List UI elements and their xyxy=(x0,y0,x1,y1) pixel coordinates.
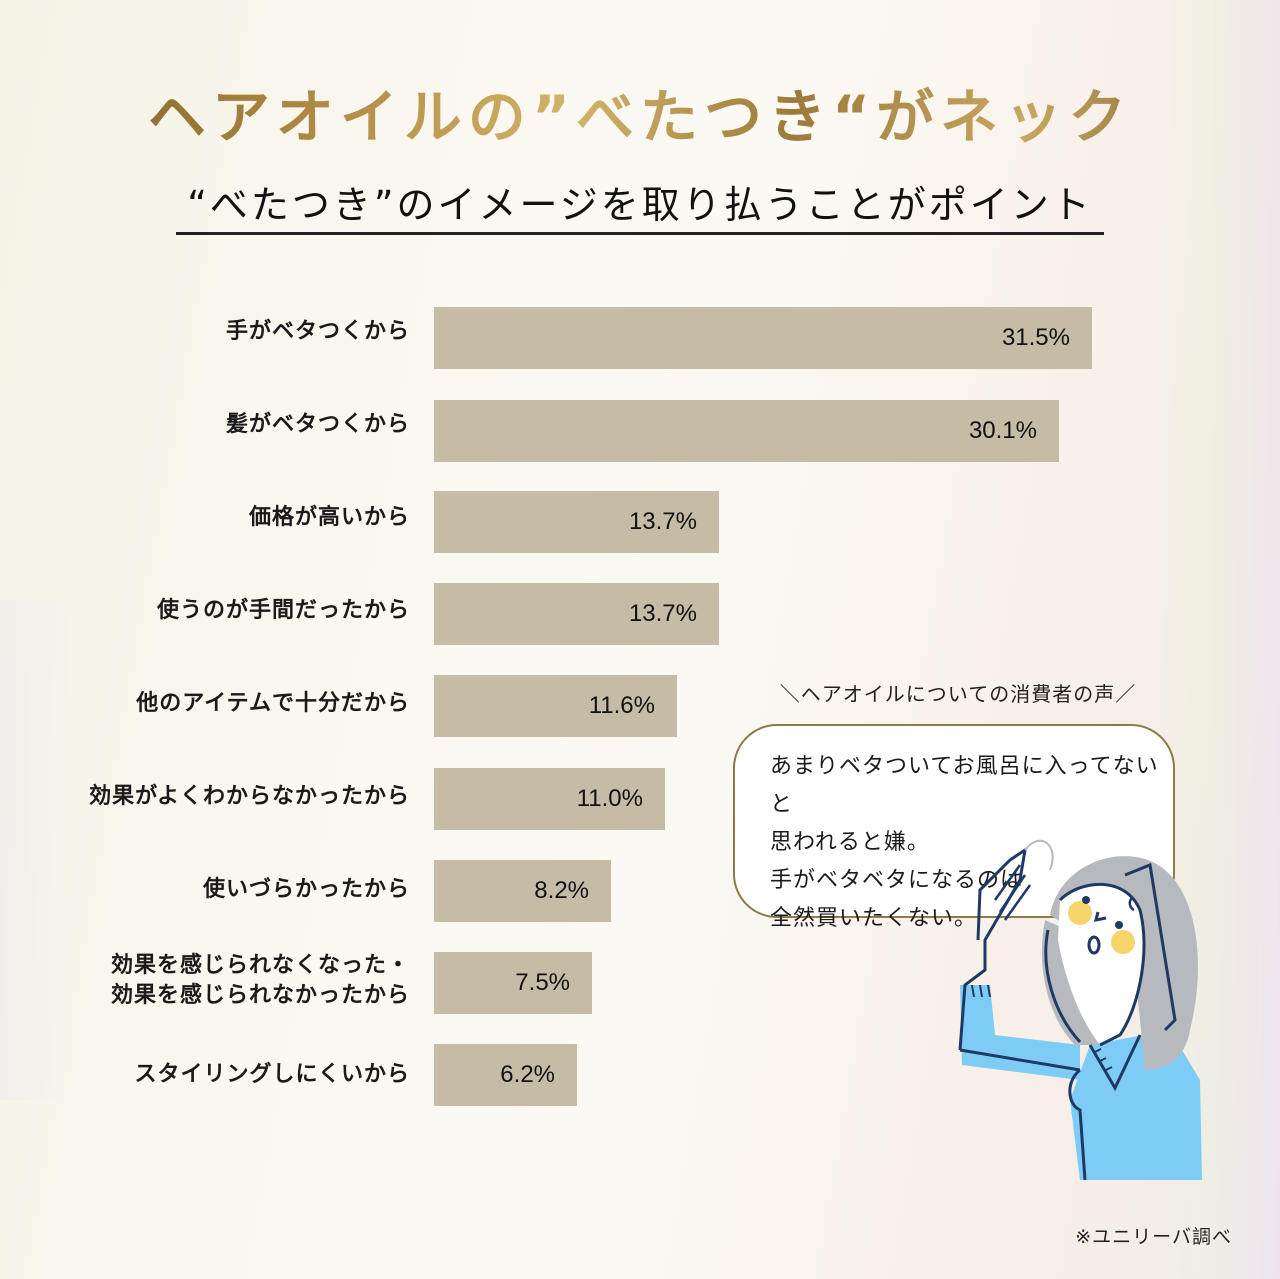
bar-label: 手がベタつくから xyxy=(50,317,410,347)
bar-label: 価格が高いから xyxy=(50,503,410,533)
bar-value: 8.2% xyxy=(534,877,589,904)
bar-label-text: 価格が高いから xyxy=(248,505,410,530)
bar-label-text: 他のアイテムで十分だから xyxy=(136,691,410,716)
bar: 7.5% xyxy=(434,952,592,1014)
bar: 31.5% xyxy=(434,307,1092,369)
bar-label-text: 髪がベタつくから xyxy=(225,412,410,437)
source-note: ※ユニリーバ調べ xyxy=(1075,1226,1232,1248)
woman-illustration-icon xyxy=(958,839,1202,1181)
bar-label: 髪がベタつくから xyxy=(50,410,410,440)
bar-value: 13.7% xyxy=(628,600,697,627)
bar-label: スタイリングしにくいから xyxy=(50,1060,410,1090)
bar-label: 使うのが手間だったから xyxy=(50,596,410,626)
bar: 13.7% xyxy=(434,583,719,645)
background-glow-left xyxy=(0,600,70,1100)
bar-label: 使いづらかったから xyxy=(50,875,410,905)
quote-line: 思われると嫌。 xyxy=(770,830,930,855)
bar-label-text: スタイリングしにくいから xyxy=(134,1062,410,1087)
page-title: ヘアオイルの”べたつき“がネック xyxy=(0,70,1280,154)
bar-label-text-line2: 効果を感じられなかったから xyxy=(110,983,410,1008)
bar: 13.7% xyxy=(434,491,719,553)
bar-label-text: 効果がよくわからなかったから xyxy=(89,784,410,809)
bar-value: 31.5% xyxy=(1001,324,1070,351)
bar-value: 6.2% xyxy=(500,1061,555,1088)
bar-label-text: 手がベタつくから xyxy=(225,319,410,344)
bar-value: 7.5% xyxy=(515,969,570,996)
speech-bubble-text: あまりベタついてお風呂に入ってないと 思われると嫌。 手がベタベタになるのは 全… xyxy=(770,748,1170,938)
bar: 11.6% xyxy=(434,675,677,737)
bar: 8.2% xyxy=(434,860,611,922)
bar-value: 30.1% xyxy=(968,417,1037,444)
bar-label-text-line1: 効果を感じられなくなった・ xyxy=(110,953,410,978)
bar-label: 他のアイテムで十分だから xyxy=(50,689,410,719)
bar-label-text: 使うのが手間だったから xyxy=(156,598,410,623)
bar: 6.2% xyxy=(434,1044,577,1106)
page-subtitle: “べたつき”のイメージを取り払うことがポイント xyxy=(187,183,1093,227)
quote-line: あまりベタついてお風呂に入ってないと xyxy=(770,754,1159,817)
quote-line: 全然買いたくない。 xyxy=(770,906,978,931)
consumer-voice-header: ＼ヘアオイルについての消費者の声／ xyxy=(779,682,1137,706)
bar-value: 13.7% xyxy=(628,508,697,535)
bar-label-text: 使いづらかったから xyxy=(202,877,410,902)
bar: 11.0% xyxy=(434,768,665,830)
bar-label: 効果を感じられなくなった・ 効果を感じられなかったから xyxy=(50,951,410,1011)
bar-value: 11.6% xyxy=(588,692,655,719)
bar: 30.1% xyxy=(434,400,1059,462)
bar-label: 効果がよくわからなかったから xyxy=(50,782,410,812)
subtitle-underline xyxy=(176,232,1104,235)
bar-value: 11.0% xyxy=(576,785,643,812)
